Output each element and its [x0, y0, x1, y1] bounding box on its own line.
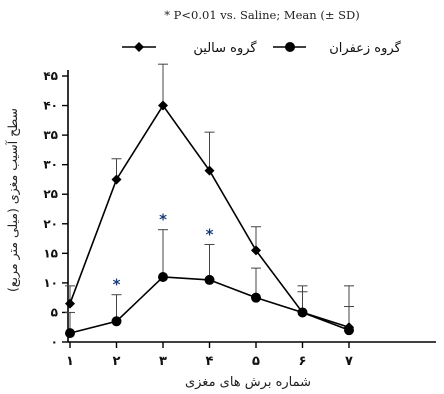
y-axis-label: سطح آسیب مغزی (میلی متر مربع): [5, 108, 21, 292]
chart-note: * P<0.01 vs. Saline; Mean (± SD): [164, 8, 359, 22]
data-point-saline: [158, 100, 168, 111]
x-tick-label: ۴: [206, 354, 214, 369]
data-point-saffron: [297, 307, 308, 318]
error-bars: [65, 63, 354, 334]
data-point-saffron: [344, 325, 354, 336]
data-point-saffron: [204, 274, 215, 285]
x-axis-label: شماره برش های مغزی: [185, 375, 311, 390]
series-markers: [65, 100, 354, 339]
x-tick-label: ۷: [345, 354, 353, 369]
significance-star: *: [206, 225, 214, 243]
significance-star: *: [113, 276, 121, 294]
data-point-saffron: [65, 328, 75, 339]
data-point-saffron: [158, 271, 168, 282]
y-tick-label: ۳۵: [43, 128, 58, 142]
significance-star: *: [159, 211, 167, 229]
legend-label-saffron: گروه زعفران: [329, 40, 401, 56]
y-tick-label: ۱۰: [43, 276, 58, 290]
legend-marker-saline: [134, 42, 144, 52]
y-tick-label: ۱۵: [43, 246, 58, 260]
y-tick-label: ۳۰: [43, 158, 58, 172]
significance-markers: * * *: [113, 211, 214, 294]
data-point-saline: [65, 298, 75, 309]
data-point-saline: [251, 245, 261, 256]
y-tick-label: ۰: [51, 335, 58, 349]
legend: گروه سالین گروه زعفران: [122, 40, 402, 56]
data-point-saffron: [111, 316, 122, 327]
data-point-saline: [111, 174, 122, 185]
data-point-saline: [204, 165, 215, 176]
legend-marker-saffron: [285, 42, 295, 52]
y-tick-label: ۲۰: [43, 217, 58, 231]
x-tick-label: ۲: [113, 354, 121, 369]
x-tick-label: ۳: [159, 354, 167, 369]
data-point-saffron: [251, 292, 261, 303]
x-tick-label: ۱: [66, 354, 74, 369]
y-tick-label: ۵: [51, 305, 58, 319]
y-tick-label: ۴۵: [43, 69, 58, 83]
x-tick-label: ۵: [252, 354, 260, 369]
x-tick-label: ۶: [299, 354, 307, 369]
y-tick-label: ۴۰: [43, 99, 58, 113]
legend-label-saline: گروه سالین: [193, 40, 257, 56]
y-tick-label: ۲۵: [43, 187, 58, 201]
